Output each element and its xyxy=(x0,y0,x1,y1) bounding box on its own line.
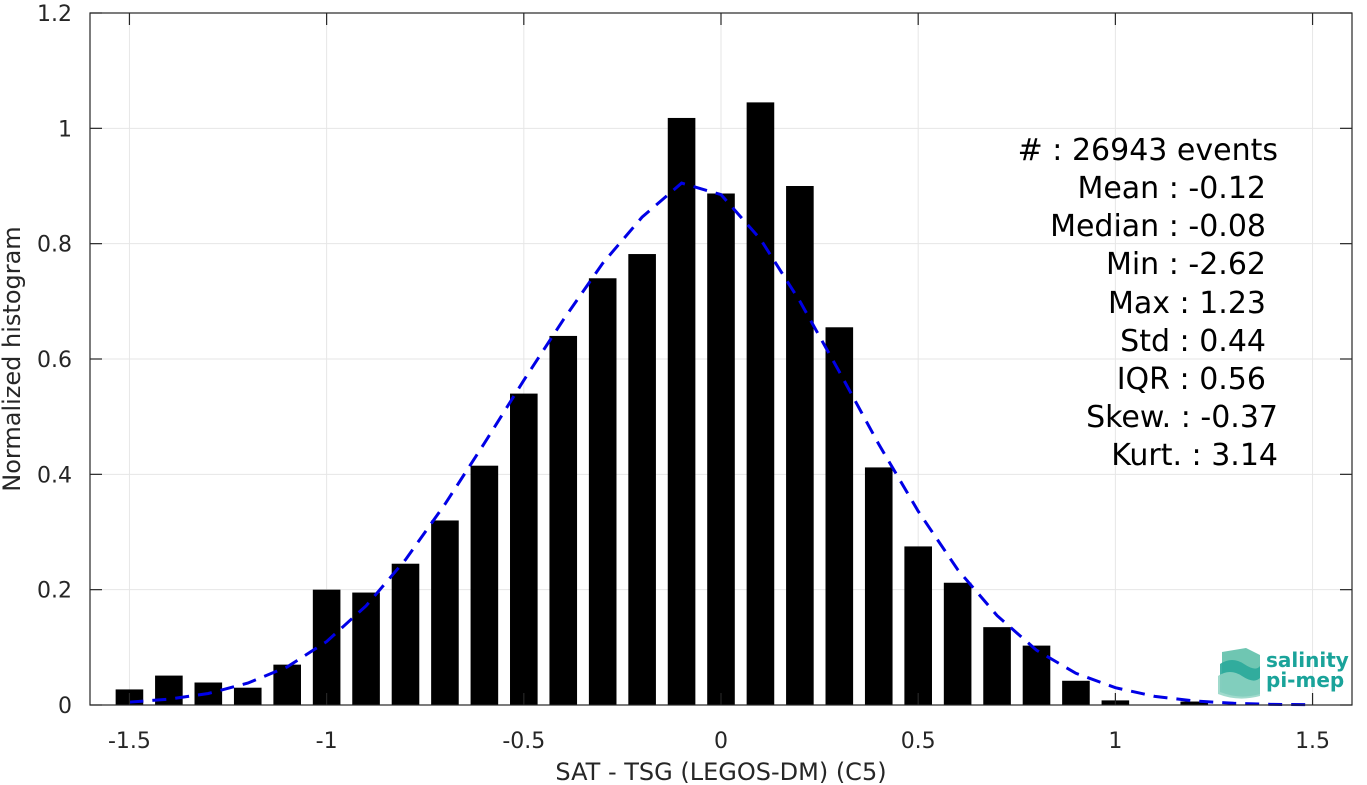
histogram-bar xyxy=(746,102,775,706)
histogram-bar xyxy=(312,589,341,705)
histogram-bar xyxy=(391,563,420,705)
y-tick-label: 0.6 xyxy=(37,348,72,373)
stat-std: Std : 0.44 xyxy=(1120,324,1266,359)
x-tick-label: 0 xyxy=(714,729,728,754)
histogram-bar xyxy=(233,687,262,705)
x-tick-labels: -1.5 -1 -0.5 0 0.5 1 1.5 xyxy=(108,729,1330,754)
stat-min: Min : -2.62 xyxy=(1106,247,1266,282)
stat-kurt: Kurt. : 3.14 xyxy=(1111,438,1278,473)
logo-wave-icon xyxy=(1218,648,1260,699)
histogram-bar xyxy=(1022,645,1051,705)
histogram-bar xyxy=(904,546,932,705)
histogram-bar xyxy=(628,254,656,705)
x-tick-label: 0.5 xyxy=(901,729,936,754)
statistics-annotation: # : 26943 events Mean : -0.12 Median : -… xyxy=(1018,133,1278,473)
salinity-pi-mep-logo: salinity pi-mep xyxy=(1218,648,1349,699)
histogram-bar xyxy=(667,117,696,706)
y-tick-label: 0.2 xyxy=(37,579,72,604)
histogram-bar xyxy=(273,664,301,705)
axis-ticks xyxy=(90,12,1352,706)
stat-mean: Mean : -0.12 xyxy=(1077,171,1266,206)
logo-text-salinity: salinity xyxy=(1266,648,1349,672)
stat-skew: Skew. : -0.37 xyxy=(1086,400,1278,435)
gaussian-fit-line xyxy=(129,181,1313,707)
histogram-bar xyxy=(943,582,972,705)
x-tick-label: 1.5 xyxy=(1295,729,1330,754)
histogram-bar xyxy=(1062,680,1090,705)
y-tick-label: 0 xyxy=(58,694,72,719)
y-tick-label: 0.8 xyxy=(37,233,72,258)
x-tick-label: -0.5 xyxy=(502,729,545,754)
y-tick-labels: 0 0.2 0.4 0.6 0.8 1 1.2 xyxy=(37,2,72,719)
logo-text-pi-mep: pi-mep xyxy=(1266,668,1344,692)
histogram-bar xyxy=(864,467,893,705)
histogram-bar xyxy=(786,186,814,705)
stat-iqr: IQR : 0.56 xyxy=(1117,362,1266,397)
y-tick-label: 1 xyxy=(58,117,72,142)
histogram-bar xyxy=(707,193,735,705)
histogram-bar xyxy=(510,393,538,705)
histogram-bars xyxy=(115,102,1209,706)
x-tick-label: 1 xyxy=(1108,729,1122,754)
x-tick-label: -1 xyxy=(316,729,338,754)
stat-median: Median : -0.08 xyxy=(1050,209,1266,244)
histogram-bar xyxy=(431,520,459,705)
histogram-bar xyxy=(1180,701,1209,705)
stat-max: Max : 1.23 xyxy=(1108,286,1266,321)
x-tick-label: -1.5 xyxy=(108,729,151,754)
histogram-bar xyxy=(825,327,854,705)
stat-count: # : 26943 events xyxy=(1018,133,1278,168)
y-tick-label: 0.4 xyxy=(37,463,72,488)
histogram-bar xyxy=(549,335,578,705)
histogram-bar xyxy=(352,592,380,705)
histogram-bar xyxy=(588,278,617,705)
y-tick-label: 1.2 xyxy=(37,2,72,27)
histogram-bar xyxy=(983,627,1011,705)
y-axis-title: Normalized histogram xyxy=(0,226,26,491)
x-axis-title: SAT - TSG (LEGOS-DM) (C5) xyxy=(555,758,886,785)
histogram-bar xyxy=(470,465,499,705)
